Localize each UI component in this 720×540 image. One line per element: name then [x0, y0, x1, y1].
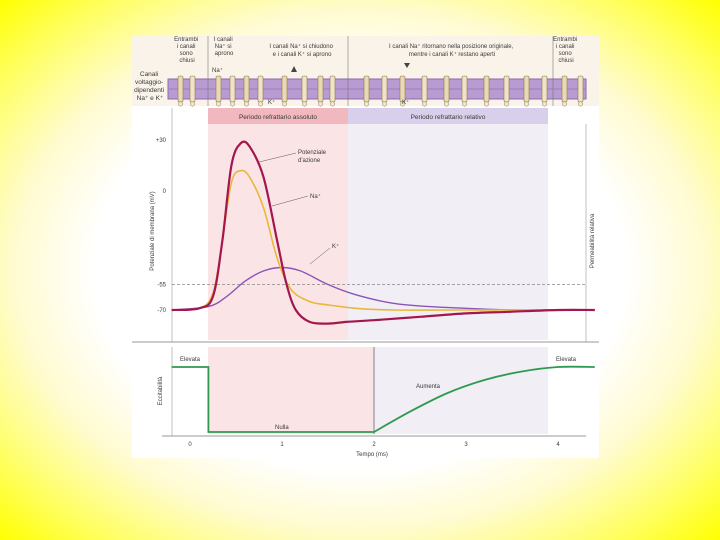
annotation-na: Na⁺ [310, 193, 321, 200]
ion-channel [503, 75, 510, 103]
ytick-plus30: +30 [156, 138, 167, 144]
channel-gate [542, 101, 547, 107]
x-axis-label: Tempo (ms) [356, 452, 388, 458]
channel-gate [504, 101, 509, 107]
top-right-axis-label: Permeabilità relativa [590, 213, 596, 268]
ion-channel [523, 75, 530, 103]
header-left-label: Canali voltaggio- dipendenti Na⁺ e K⁺ [134, 71, 166, 102]
ion-channel [177, 75, 184, 103]
channel-gate [190, 101, 195, 107]
bottom-absolute-zone [208, 347, 374, 434]
annotation-action-potential: Potenziale d'azione [298, 150, 328, 164]
relative-refractory-label: Periodo refrattario relativo [411, 114, 486, 121]
xtick-0: 0 [188, 442, 192, 448]
xtick-2: 2 [372, 442, 376, 448]
channel-gate [578, 101, 583, 107]
action-potential-figure: Canali voltaggio- dipendenti Na⁺ e K⁺ En… [132, 36, 599, 458]
membrane-channels [177, 75, 584, 107]
ion-channel [329, 75, 336, 103]
bottom-y-axis-label: Eccitabilità [158, 376, 164, 405]
channel-gate [364, 101, 369, 107]
xtick-4: 4 [556, 442, 560, 448]
figure-svg: Canali voltaggio- dipendenti Na⁺ e K⁺ En… [132, 36, 599, 458]
channel-gate [400, 101, 405, 107]
ion-na-label: Na⁺ [212, 67, 223, 74]
channel-gate [422, 101, 427, 107]
relative-refractory-zone [348, 124, 548, 340]
channel-gate [524, 101, 529, 107]
relative-refractory-header [348, 108, 548, 124]
ion-channel [189, 75, 196, 103]
xtick-3: 3 [464, 442, 468, 448]
ion-channel [281, 75, 288, 103]
ion-channel [483, 75, 490, 103]
ion-channel [381, 75, 388, 103]
ion-flow-arrow-down [404, 63, 410, 68]
channel-gate [318, 101, 323, 107]
channel-gate [178, 101, 183, 107]
ion-channel [215, 75, 222, 103]
channel-gate [562, 101, 567, 107]
top-y-ticks: +30 0 -55 -70 [156, 138, 167, 314]
excitability-increasing: Aumenta [416, 384, 441, 390]
excitability-null: Nulla [275, 425, 289, 431]
ion-channel [541, 75, 548, 103]
phase-label-4: I canali Na⁺ ritornano nella posizione o… [389, 43, 515, 58]
ion-channel [443, 75, 450, 103]
phase-label-5: Entrambi i canali sono chiusi [553, 37, 579, 64]
excitability-high-left: Elevata [180, 357, 201, 363]
ion-channel [461, 75, 468, 103]
ion-channel [561, 75, 568, 103]
absolute-refractory-label: Periodo refrattario assoluto [239, 114, 317, 121]
ion-channel [317, 75, 324, 103]
ion-flow-arrow-up [291, 66, 297, 72]
absolute-refractory-zone [208, 124, 348, 340]
excitability-line [171, 365, 595, 433]
top-y-axis-label: Potenziale di membrana (mV) [150, 191, 156, 270]
absolute-refractory-header [208, 108, 348, 124]
x-ticks: 0 1 2 3 4 [188, 442, 560, 448]
ytick-0: 0 [163, 189, 167, 195]
series-action-potential-line [171, 140, 595, 325]
channel-gate [216, 101, 221, 107]
phase-label-1: Entrambi i canali sono chiusi [174, 37, 200, 64]
annotation-k: K⁺ [332, 243, 339, 250]
channel-gate [302, 101, 307, 107]
channel-gate [462, 101, 467, 107]
ion-k-label-1: K⁺ [268, 99, 275, 106]
excitability-high-right: Elevata [556, 357, 577, 363]
ion-channel [243, 75, 250, 103]
phase-label-3: I canali Na⁺ si chiudono e i canali K⁺ s… [269, 43, 334, 58]
channel-gate [382, 101, 387, 107]
ion-channel [363, 75, 370, 103]
ion-channel [577, 75, 584, 103]
channel-gate [444, 101, 449, 107]
ion-channel [399, 75, 406, 103]
ion-channel [421, 75, 428, 103]
channel-gate [330, 101, 335, 107]
channel-gate [230, 101, 235, 107]
ytick-minus70: -70 [157, 308, 166, 314]
ytick-minus55: -55 [157, 283, 166, 289]
phase-label-2: I canali Na⁺ si aprono [214, 37, 235, 57]
channel-gate [258, 101, 263, 107]
bottom-relative-zone [374, 347, 548, 434]
channel-gate [244, 101, 249, 107]
ion-channel [229, 75, 236, 103]
ion-k-label-2: K⁺ [402, 99, 409, 106]
channel-gate [484, 101, 489, 107]
ion-channel [301, 75, 308, 103]
channel-gate [282, 101, 287, 107]
ion-channel [257, 75, 264, 103]
xtick-1: 1 [280, 442, 284, 448]
